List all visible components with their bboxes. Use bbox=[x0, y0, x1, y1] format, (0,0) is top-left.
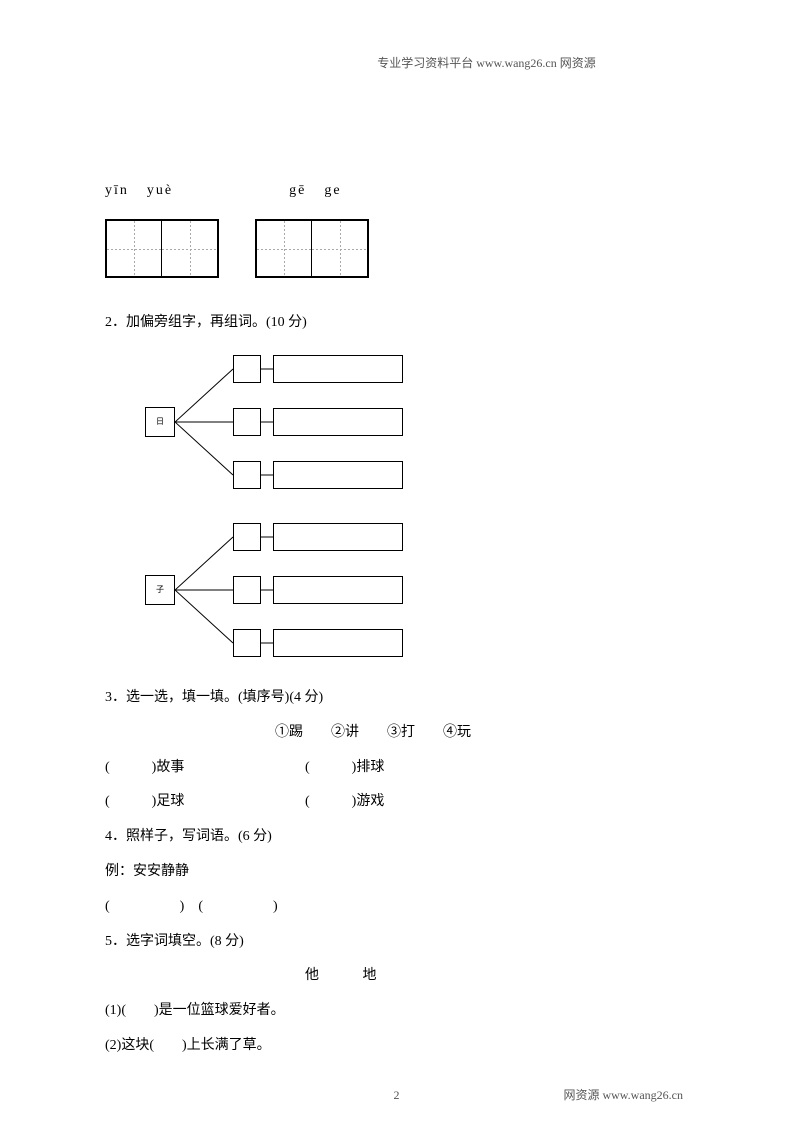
q2-branch-2: 子 bbox=[145, 515, 688, 665]
footer-source: 网资源 www.wang26.cn bbox=[563, 1082, 683, 1108]
q4-example: 例：安安静静 bbox=[105, 857, 688, 888]
page-header: 专业学习资料平台 www.wang26.cn 网资源 bbox=[285, 50, 688, 76]
q3-options: ①踢 ②讲 ③打 ④玩 bbox=[275, 718, 688, 749]
q5-item-2: (2)这块( )上长满了草。 bbox=[105, 1031, 688, 1062]
word-box bbox=[273, 355, 403, 383]
tianzi-grid-row bbox=[105, 219, 688, 278]
q5-chars: 他 地 bbox=[305, 961, 688, 992]
pinyin-4: ge bbox=[324, 176, 341, 207]
char-box bbox=[233, 408, 261, 436]
q2-title: 2．加偏旁组字，再组词。(10 分) bbox=[105, 308, 688, 339]
root-box-1: 日 bbox=[145, 407, 175, 437]
q4-blanks: ( ) ( ) bbox=[105, 892, 688, 923]
q5-char-2: 地 bbox=[363, 968, 377, 983]
q3-title: 3．选一选，填一填。(填序号)(4 分) bbox=[105, 683, 688, 714]
pinyin-2: yuè bbox=[147, 176, 173, 207]
pinyin-spacer bbox=[191, 176, 271, 207]
q2-branch-1: 日 bbox=[145, 347, 688, 497]
tianzi-cell bbox=[107, 221, 162, 276]
q3-item-2a: ( )足球 bbox=[105, 787, 305, 818]
tianzi-cell bbox=[312, 221, 367, 276]
word-box bbox=[273, 461, 403, 489]
q5-char-1: 他 bbox=[305, 968, 319, 983]
char-box bbox=[233, 461, 261, 489]
q5-title: 5．选字词填空。(8 分) bbox=[105, 927, 688, 958]
q3-item-1b: ( )排球 bbox=[305, 753, 505, 784]
q3-row-2: ( )足球 ( )游戏 bbox=[105, 787, 688, 818]
q3-item-2b: ( )游戏 bbox=[305, 787, 505, 818]
word-box bbox=[273, 629, 403, 657]
word-box bbox=[273, 576, 403, 604]
page-number: 2 bbox=[394, 1082, 400, 1108]
root-box-2: 子 bbox=[145, 575, 175, 605]
word-box bbox=[273, 408, 403, 436]
char-box bbox=[233, 523, 261, 551]
char-box bbox=[233, 629, 261, 657]
pinyin-1: yīn bbox=[105, 176, 129, 207]
q3-item-1a: ( )故事 bbox=[105, 753, 305, 784]
tianzi-pair-1 bbox=[105, 219, 219, 278]
char-box bbox=[233, 355, 261, 383]
q5-item-1: (1)( )是一位篮球爱好者。 bbox=[105, 996, 688, 1027]
tianzi-cell bbox=[162, 221, 217, 276]
q4-title: 4．照样子，写词语。(6 分) bbox=[105, 822, 688, 853]
char-box bbox=[233, 576, 261, 604]
tianzi-pair-2 bbox=[255, 219, 369, 278]
q3-row-1: ( )故事 ( )排球 bbox=[105, 753, 688, 784]
pinyin-3: gē bbox=[289, 176, 306, 207]
tianzi-cell bbox=[257, 221, 312, 276]
word-box bbox=[273, 523, 403, 551]
pinyin-row: yīn yuè gē ge bbox=[105, 176, 688, 207]
